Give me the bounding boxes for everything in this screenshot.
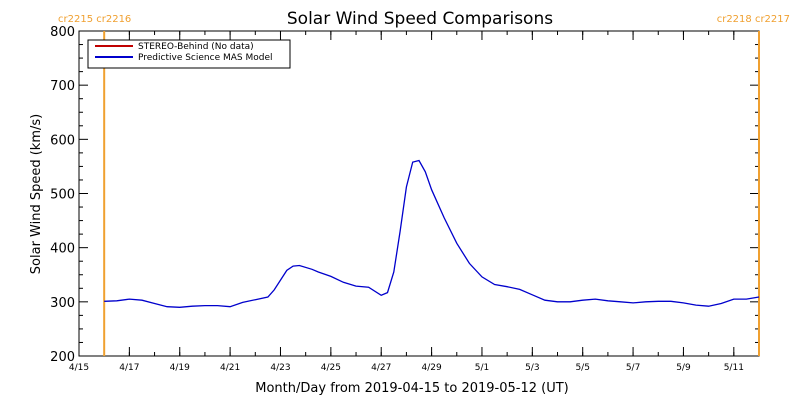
x-tick-label: 4/15 <box>69 363 89 373</box>
x-tick-label: 5/7 <box>626 363 640 373</box>
x-tick-label: 4/25 <box>321 363 341 373</box>
series-line-mas-model <box>104 159 760 308</box>
x-tick-label: 4/17 <box>119 363 139 373</box>
legend-entry: STEREO-Behind (No data) <box>138 42 254 52</box>
x-tick-label: 4/21 <box>220 363 240 373</box>
x-tick-label: 4/29 <box>421 363 441 373</box>
y-tick-label: 400 <box>50 242 75 257</box>
y-tick-label: 300 <box>50 296 75 311</box>
x-tick-label: 5/3 <box>525 363 539 373</box>
y-tick-label: 700 <box>50 79 75 94</box>
y-tick-label: 600 <box>50 133 75 148</box>
x-axis-label: Month/Day from 2019-04-15 to 2019-05-12 … <box>255 381 568 396</box>
x-tick-label: 5/11 <box>724 363 744 373</box>
carrington-label: cr2215 cr2216 <box>58 14 131 25</box>
x-tick-label: 5/1 <box>475 363 489 373</box>
y-tick-label: 200 <box>50 350 75 365</box>
x-tick-label: 5/9 <box>676 363 691 373</box>
carrington-label: cr2218 cr2217 <box>717 14 790 25</box>
legend-box <box>87 39 291 69</box>
y-tick-label: 800 <box>50 25 75 40</box>
y-axis-label: Solar Wind Speed (km/s) <box>29 114 44 274</box>
x-tick-label: 4/27 <box>371 363 391 373</box>
x-tick-label: 4/23 <box>270 363 290 373</box>
y-tick-label: 500 <box>50 188 75 203</box>
x-tick-label: 5/5 <box>575 363 589 373</box>
chart-title: Solar Wind Speed Comparisons <box>287 9 553 29</box>
x-tick-label: 4/19 <box>170 363 190 373</box>
legend-entry: Predictive Science MAS Model <box>138 53 273 63</box>
